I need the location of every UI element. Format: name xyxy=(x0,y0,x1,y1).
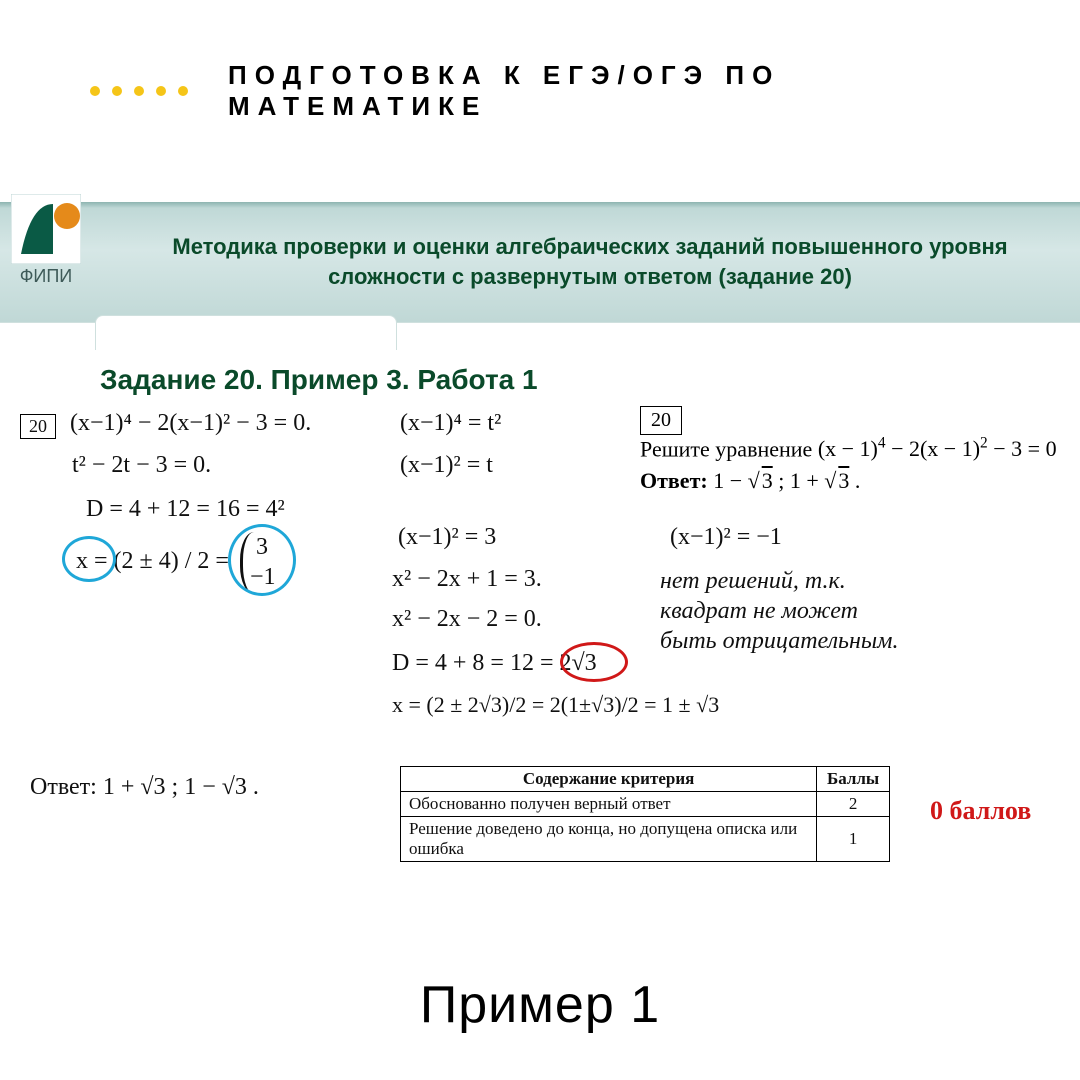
printed-answer: Ответ: 1 − 3 ; 1 + 3 . xyxy=(640,468,1070,494)
page-title: ПОДГОТОВКА К ЕГЭ/ОГЭ ПО МАТЕМАТИКЕ xyxy=(228,60,1040,122)
slide-body: ФИПИ Методика проверки и оценки алгебраи… xyxy=(0,202,1080,922)
banner-band: ФИПИ Методика проверки и оценки алгебраи… xyxy=(0,202,1080,322)
hw-line: (x−1)⁴ = t² xyxy=(400,410,501,437)
hw-answer: Ответ: 1 + √3 ; 1 − √3 . xyxy=(30,774,259,801)
blue-circle-annotation xyxy=(228,524,296,596)
problem-equation: (x − 1)4 − 2(x − 1)2 − 3 = 0 xyxy=(818,436,1057,461)
score-label: 0 баллов xyxy=(930,796,1031,826)
table-row: Решение доведено до конца, но допущена о… xyxy=(401,817,890,862)
hw-line: (x−1)² = t xyxy=(400,452,493,479)
worksheet-area: 20 (x−1)⁴ − 2(x−1)² − 3 = 0. t² − 2t − 3… xyxy=(0,406,1080,876)
blue-circle-annotation xyxy=(62,536,116,582)
hw-line: (x−1)² = −1 xyxy=(670,524,782,551)
problem-prompt: Решите уравнение (x − 1)4 − 2(x − 1)2 − … xyxy=(640,435,1057,462)
table-cell: 2 xyxy=(817,792,890,817)
hw-line: быть отрицательным. xyxy=(660,628,898,655)
table-cell: 1 xyxy=(817,817,890,862)
table-row: Содержание критерия Баллы xyxy=(401,767,890,792)
hw-line: x² − 2x + 1 = 3. xyxy=(392,566,542,593)
hw-line: D = 4 + 12 = 16 = 4² xyxy=(86,496,285,523)
criteria-table: Содержание критерия Баллы Обоснованно по… xyxy=(400,766,890,862)
hw-line: квадрат не может xyxy=(660,598,858,625)
dot-icon xyxy=(178,86,188,96)
table-header: Баллы xyxy=(817,767,890,792)
task-number-box-right: 20 xyxy=(640,406,682,435)
bottom-caption: Пример 1 xyxy=(0,975,1080,1035)
banner-title: Методика проверки и оценки алгебраически… xyxy=(130,232,1050,291)
table-row: Обоснованно получен верный ответ 2 xyxy=(401,792,890,817)
accent-dots xyxy=(90,86,188,96)
table-header: Содержание критерия xyxy=(401,767,817,792)
hw-line: t² − 2t − 3 = 0. xyxy=(72,452,211,479)
answer-label: Ответ: xyxy=(640,468,708,493)
dot-icon xyxy=(90,86,100,96)
fipi-logo-label: ФИПИ xyxy=(0,266,92,287)
fipi-logo-box: ФИПИ xyxy=(0,194,92,287)
hw-line: нет решений, т.к. xyxy=(660,568,846,595)
hw-line: (x−1)² = 3 xyxy=(398,524,496,551)
dot-icon xyxy=(156,86,166,96)
answer-value: 1 − 3 ; 1 + 3 . xyxy=(713,468,860,493)
tab-bar xyxy=(0,322,1080,356)
fipi-logo-icon xyxy=(11,194,81,264)
hw-line: (x−1)⁴ − 2(x−1)² − 3 = 0. xyxy=(70,410,311,437)
task-number-box-left: 20 xyxy=(20,414,56,439)
table-cell: Обоснованно получен верный ответ xyxy=(401,792,817,817)
hw-line: x = (2 ± 2√3)/2 = 2(1±√3)/2 = 1 ± √3 xyxy=(392,692,719,718)
printed-problem: 20 Решите уравнение (x − 1)4 − 2(x − 1)2… xyxy=(640,406,1070,494)
problem-prompt-text: Решите уравнение xyxy=(640,436,818,461)
example-heading: Задание 20. Пример 3. Работа 1 xyxy=(100,364,1080,396)
hw-line: x² − 2x − 2 = 0. xyxy=(392,606,542,633)
page-header: ПОДГОТОВКА К ЕГЭ/ОГЭ ПО МАТЕМАТИКЕ xyxy=(0,0,1080,152)
red-circle-annotation xyxy=(560,642,628,682)
dot-icon xyxy=(134,86,144,96)
dot-icon xyxy=(112,86,122,96)
table-cell: Решение доведено до конца, но допущена о… xyxy=(401,817,817,862)
